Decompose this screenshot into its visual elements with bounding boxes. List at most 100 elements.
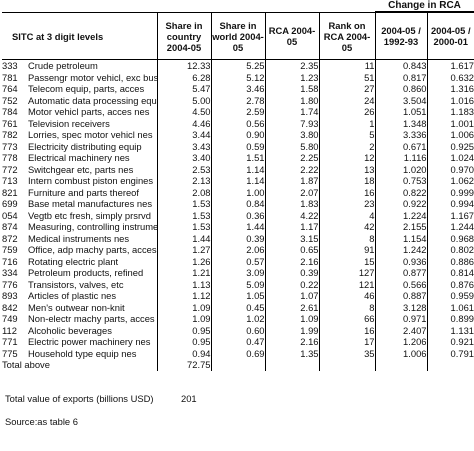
total-above-value: 72.75 — [156, 359, 211, 371]
cell-rca: 0.22 — [264, 278, 319, 290]
cell-rca: 2.35 — [264, 59, 319, 72]
sitc-code: 782 — [2, 129, 18, 141]
cell-sitc-item: 872 Medical instruments nes — [2, 233, 157, 245]
cell-share-country: 0.95 — [156, 336, 211, 348]
total-above-row: Total above 72.75 — [2, 359, 474, 371]
cell-share-country: 1.53 — [156, 198, 211, 210]
cell-share-country: 12.33 — [156, 59, 211, 72]
cell-change-0001: 1.167 — [426, 209, 474, 221]
sitc-code: 773 — [2, 140, 18, 152]
sitc-code: 752 — [2, 94, 18, 106]
table-row: 713 Intern combust piston engines 2.13 1.14… — [2, 175, 474, 187]
sitc-code: 776 — [2, 278, 18, 290]
sitc-code: 112 — [2, 324, 17, 336]
cell-share-country: 0.95 — [156, 324, 211, 336]
cell-change-0001: 0.968 — [426, 232, 474, 244]
cell-share-world: 5.25 — [210, 59, 265, 72]
cell-sitc-item: 764 Telecom equip, parts, acces — [2, 83, 157, 95]
sitc-code: 713 — [2, 175, 18, 187]
cell-rca: 1.80 — [264, 94, 319, 106]
sitc-name: Furniture and parts thereof — [28, 186, 139, 198]
sitc-code: 821 — [2, 186, 18, 198]
cell-sitc-item: 749 Non-electr machy parts, acces nes — [2, 313, 157, 325]
sitc-code: 874 — [2, 221, 18, 233]
cell-change-0001: 1.024 — [426, 152, 474, 164]
cell-rca: 1.17 — [264, 221, 319, 233]
cell-change-9293: 1.348 — [374, 117, 427, 129]
sitc-name: Petroleum products, refined — [28, 267, 144, 279]
sitc-name: Non-electr machy parts, acces nes — [28, 313, 157, 325]
cell-change-0001: 0.886 — [426, 255, 474, 267]
table-row: 771 Electric power machinery nes 0.95 0.47 2… — [2, 336, 474, 348]
cell-sitc-item: 772 Switchgear etc, parts nes — [2, 164, 157, 176]
cell-rank: 121 — [318, 278, 375, 290]
cell-share-world: 1.05 — [210, 290, 265, 302]
cell-sitc-item: 761 Television receivers — [2, 118, 157, 130]
cell-change-0001: 1.061 — [426, 301, 474, 313]
cell-change-9293: 0.753 — [374, 175, 427, 187]
cell-sitc-item: 333 Crude petroleum — [2, 60, 157, 72]
cell-rca: 0.65 — [264, 244, 319, 256]
table-row: 872 Medical instruments nes 1.44 0.39 3.15 8 1… — [2, 232, 474, 245]
cell-change-0001: 1.016 — [426, 94, 474, 106]
cell-change-9293: 1.006 — [374, 347, 427, 359]
cell-change-9293: 3.336 — [374, 129, 427, 141]
cell-sitc-item: 842 Men's outwear non-knit — [2, 302, 157, 314]
cell-sitc-item: 893 Articles of plastic nes — [2, 290, 157, 302]
cell-rca: 1.07 — [264, 290, 319, 302]
table-row: 699 Base metal manufactures nes 1.53 0.84 1.… — [2, 198, 474, 210]
cell-change-9293: 1.224 — [374, 209, 427, 221]
cell-share-country: 2.53 — [156, 163, 211, 175]
sitc-code: 764 — [2, 83, 18, 95]
cell-rca: 1.58 — [264, 83, 319, 95]
cell-change-9293: 0.877 — [374, 267, 427, 279]
cell-sitc-item: 776 Transistors, valves, etc — [2, 279, 157, 291]
cell-sitc-item: 771 Electric power machinery nes — [2, 336, 157, 348]
cell-share-country: 2.13 — [156, 175, 211, 187]
change-in-rca-underline — [375, 11, 474, 12]
cell-rank: 15 — [318, 255, 375, 267]
cell-share-world: 2.06 — [210, 244, 265, 256]
sitc-name: Motor vehicl parts, acces nes — [28, 106, 150, 118]
sitc-name: Switchgear etc, parts nes — [28, 163, 134, 175]
cell-rca: 7.93 — [264, 117, 319, 129]
sitc-code: 334 — [2, 267, 18, 279]
sitc-name: Rotating electric plant — [28, 255, 119, 267]
cell-rank: 24 — [318, 94, 375, 106]
cell-rca: 1.23 — [264, 71, 319, 83]
sitc-name: Office, adp machy parts, acces — [28, 244, 157, 256]
cell-rca: 2.16 — [264, 336, 319, 348]
cell-change-0001: 1.244 — [426, 221, 474, 233]
table-row: 333 Crude petroleum 12.33 5.25 2.35 11 0.843 1.… — [2, 59, 474, 72]
table-row: 772 Switchgear etc, parts nes 2.53 1.14 2.22… — [2, 163, 474, 176]
sitc-code: 893 — [2, 290, 18, 302]
col-header-change-0001: 2004-05 / 2000-01 — [426, 13, 474, 60]
cell-change-0001: 1.183 — [426, 106, 474, 118]
cell-rca: 0.39 — [264, 267, 319, 279]
sitc-code: 699 — [2, 198, 18, 210]
cell-change-0001: 0.899 — [426, 313, 474, 325]
cell-change-9293: 0.887 — [374, 290, 427, 302]
table-row: 761 Television receivers 4.46 0.56 7.93 1 1.34… — [2, 117, 474, 130]
cell-share-world: 5.09 — [210, 278, 265, 290]
sitc-name: Medical instruments nes — [28, 232, 130, 244]
cell-change-9293: 0.936 — [374, 255, 427, 267]
cell-share-country: 5.47 — [156, 83, 211, 95]
cell-share-world: 0.47 — [210, 336, 265, 348]
cell-change-9293: 0.817 — [374, 71, 427, 83]
cell-change-0001: 0.814 — [426, 267, 474, 279]
cell-rca: 1.35 — [264, 347, 319, 359]
cell-share-country: 1.21 — [156, 267, 211, 279]
col-header-rank: Rank on RCA 2004-05 — [318, 13, 375, 60]
cell-share-world: 0.84 — [210, 198, 265, 210]
cell-share-country: 1.09 — [156, 301, 211, 313]
cell-sitc-item: 054 Vegtb etc fresh, simply prsrvd — [2, 210, 157, 222]
table-row: 054 Vegtb etc fresh, simply prsrvd 1.53 0.3… — [2, 209, 474, 222]
table-row: 781 Passengr motor vehicl, exc bus 6.28 5.1… — [2, 71, 474, 83]
cell-rank: 127 — [318, 267, 375, 279]
table-row: 821 Furniture and parts thereof 2.08 1.00 2.… — [2, 186, 474, 198]
table-row: 112 Alcoholic beverages 0.95 0.60 1.99 16 2.40… — [2, 324, 474, 336]
change-in-rca-header: Change in RCA — [388, 0, 461, 11]
cell-share-country: 1.53 — [156, 221, 211, 233]
sitc-name: Measuring, controlling instruments — [28, 221, 157, 233]
